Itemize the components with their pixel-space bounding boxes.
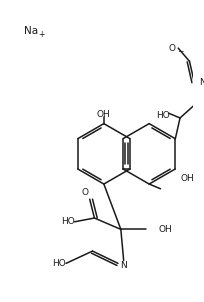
Text: +: + bbox=[38, 31, 44, 39]
Text: OH: OH bbox=[97, 110, 111, 119]
Text: O: O bbox=[81, 188, 89, 197]
Text: OH: OH bbox=[159, 225, 172, 234]
Text: HO: HO bbox=[61, 217, 75, 226]
Text: N: N bbox=[120, 261, 127, 270]
Text: O: O bbox=[168, 43, 175, 53]
Text: −: − bbox=[177, 47, 184, 56]
Text: HO: HO bbox=[156, 111, 170, 120]
Text: N: N bbox=[199, 78, 204, 87]
Text: HO: HO bbox=[53, 259, 66, 268]
Text: OH: OH bbox=[180, 174, 194, 183]
Text: Na: Na bbox=[24, 26, 38, 36]
